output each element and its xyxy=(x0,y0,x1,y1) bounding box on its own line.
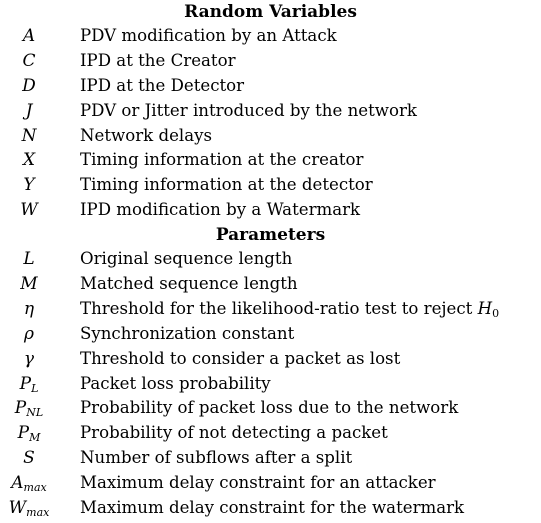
table-row: S Number of subflows after a split xyxy=(0,446,541,471)
table-row: η Threshold for the likelihood-ratio tes… xyxy=(0,297,541,322)
symbol: ρ xyxy=(24,323,34,344)
symbol: Wmax xyxy=(8,498,50,520)
table-row: N Network delays xyxy=(0,124,541,149)
table-row: ρ Synchronization constant xyxy=(0,322,541,347)
symbol-subscript: NL xyxy=(26,406,44,420)
table-row: W IPD modification by a Watermark xyxy=(0,198,541,223)
description: Synchronization constant xyxy=(80,323,295,343)
description: Network delays xyxy=(80,125,212,145)
symbol-subscript: L xyxy=(31,381,39,395)
math-symbol: H xyxy=(477,298,493,318)
description: Matched sequence length xyxy=(80,274,298,294)
description: IPD at the Detector xyxy=(80,75,245,95)
symbol: Y xyxy=(23,175,35,196)
symbol: PNL xyxy=(14,398,44,420)
symbol: M xyxy=(20,274,38,295)
table-row: Y Timing information at the detector xyxy=(0,173,541,198)
table-row: PM Probability of not detecting a packet xyxy=(0,421,541,446)
table-row: PL Packet loss probability xyxy=(0,372,541,397)
description: PDV modification by an Attack xyxy=(80,26,337,45)
symbol: PM xyxy=(17,423,41,445)
symbol-subscript: max xyxy=(26,506,50,520)
symbol: A xyxy=(22,26,36,46)
description: IPD modification by a Watermark xyxy=(80,200,361,220)
symbol: η xyxy=(23,298,35,319)
table-row: Amax Maximum delay constraint for an att… xyxy=(0,471,541,496)
symbol: S xyxy=(23,448,35,469)
symbol-subscript: max xyxy=(23,481,47,495)
symbol: L xyxy=(23,249,35,270)
description: PDV or Jitter introduced by the network xyxy=(80,100,417,120)
description: Number of subflows after a split xyxy=(80,448,353,468)
table-row: D IPD at the Detector xyxy=(0,74,541,99)
section-heading-random-variables: Random Variables xyxy=(184,2,357,22)
description: Threshold for the likelihood-ratio test … xyxy=(80,298,500,320)
symbol: N xyxy=(21,125,37,146)
description: Maximum delay constraint for the waterma… xyxy=(80,498,465,518)
description: Probability of packet loss due to the ne… xyxy=(80,398,459,418)
math-subscript: 0 xyxy=(492,306,500,320)
description: Original sequence length xyxy=(80,249,293,269)
symbol: D xyxy=(22,75,36,96)
table-row: A PDV modification by an Attack xyxy=(0,24,541,49)
description: Timing information at the detector xyxy=(80,175,373,195)
description: Packet loss probability xyxy=(80,373,271,393)
description: Maximum delay constraint for an attacker xyxy=(80,473,436,493)
description: Timing information at the creator xyxy=(80,150,364,170)
description: Probability of not detecting a packet xyxy=(80,423,388,443)
symbol: γ xyxy=(23,348,35,369)
symbol: X xyxy=(22,150,36,171)
table-row: L Original sequence length xyxy=(0,247,541,272)
symbol: J xyxy=(25,100,33,121)
symbol: Amax xyxy=(11,473,47,495)
section-heading-parameters: Parameters xyxy=(215,225,326,246)
table-row: C IPD at the Creator xyxy=(0,49,541,74)
table-row: J PDV or Jitter introduced by the networ… xyxy=(0,99,541,124)
table-row: γ Threshold to consider a packet as lost xyxy=(0,347,541,372)
symbol-subscript: M xyxy=(29,431,41,445)
description: Threshold to consider a packet as lost xyxy=(80,348,401,368)
table-row: PNL Probability of packet loss due to th… xyxy=(0,396,541,421)
table-row: M Matched sequence length xyxy=(0,272,541,297)
symbol: C xyxy=(22,50,36,71)
table-row: X Timing information at the creator xyxy=(0,148,541,173)
symbol: PL xyxy=(19,373,39,395)
symbol: W xyxy=(20,200,38,221)
table-row: Wmax Maximum delay constraint for the wa… xyxy=(0,496,541,521)
description: IPD at the Creator xyxy=(80,50,236,70)
